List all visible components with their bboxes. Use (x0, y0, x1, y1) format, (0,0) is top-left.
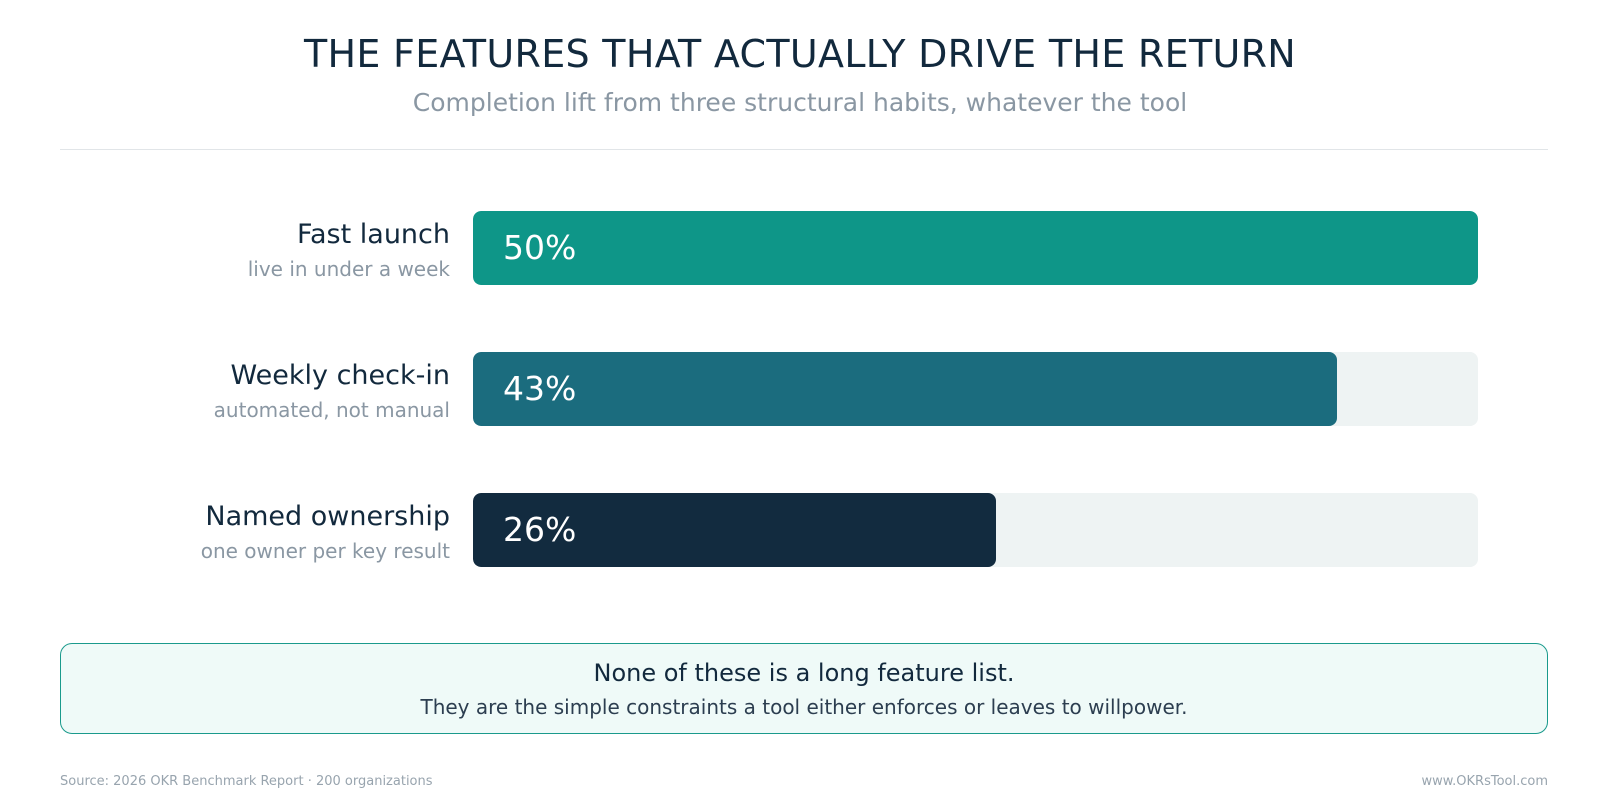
bar-description: one owner per key result (200, 539, 450, 563)
bar-row-named-ownership: Named ownership one owner per key result… (0, 493, 1600, 567)
bar-value-label: 26% (503, 510, 577, 549)
bar-row-weekly-check-in: Weekly check-in automated, not manual 43… (0, 352, 1600, 426)
bar-label: Weekly check-in (230, 360, 450, 391)
bar-description: automated, not manual (213, 398, 450, 422)
insight-callout: None of these is a long feature list. Th… (60, 643, 1548, 734)
bar-fill (473, 211, 1478, 285)
site-link[interactable]: www.OKRsTool.com (1421, 774, 1548, 789)
bar-value-label: 50% (503, 228, 577, 267)
page-subtitle: Completion lift from three structural ha… (412, 88, 1188, 117)
bar-fill (473, 352, 1338, 426)
bar-track (473, 211, 1478, 285)
source-note: Source: 2026 OKR Benchmark Report · 200 … (60, 774, 433, 789)
bar-track (473, 493, 1478, 567)
bar-description: live in under a week (247, 257, 450, 281)
bar-row-fast-launch: Fast launch live in under a week 50% (0, 211, 1600, 285)
callout-body: They are the simple constraints a tool e… (420, 695, 1188, 719)
bar-track (473, 352, 1478, 426)
bar-label: Named ownership (205, 501, 450, 532)
header-divider (60, 149, 1548, 150)
bar-fill (473, 493, 996, 567)
bar-value-label: 43% (503, 369, 577, 408)
page-title: THE FEATURES THAT ACTUALLY DRIVE THE RET… (303, 32, 1296, 76)
bar-label: Fast launch (296, 219, 450, 250)
callout-headline: None of these is a long feature list. (593, 659, 1015, 687)
